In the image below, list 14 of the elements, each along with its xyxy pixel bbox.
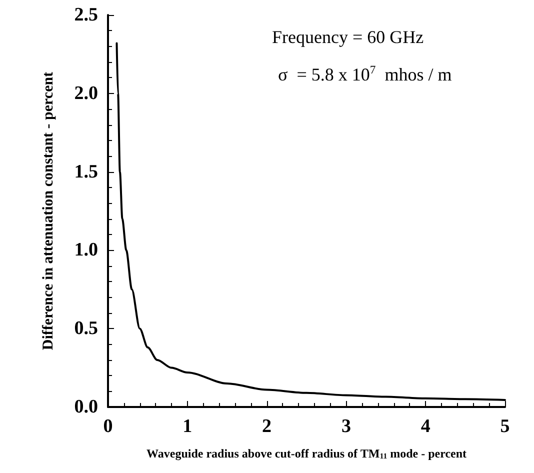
y-tick-label: 0.0 (74, 396, 98, 418)
y-tick-label: 1.5 (74, 161, 98, 182)
x-tick-label: 0 (103, 416, 113, 437)
y-tick-label: 0.5 (74, 318, 98, 340)
x-tick-label: 2 (262, 416, 272, 437)
y-tick-label: 2.0 (74, 82, 98, 104)
y-tick-label: 2.5 (74, 4, 98, 26)
y-axis-title: Difference in attenuation constant - percent (40, 72, 56, 350)
y-tick-label: 1.0 (74, 240, 98, 261)
x-tick-label: 1 (182, 416, 192, 437)
x-tick-label: 5 (500, 416, 510, 437)
x-tick-label: 3 (341, 416, 351, 437)
annotation: Frequency = 60 GHz (272, 27, 424, 47)
x-tick-label: 4 (420, 416, 431, 437)
